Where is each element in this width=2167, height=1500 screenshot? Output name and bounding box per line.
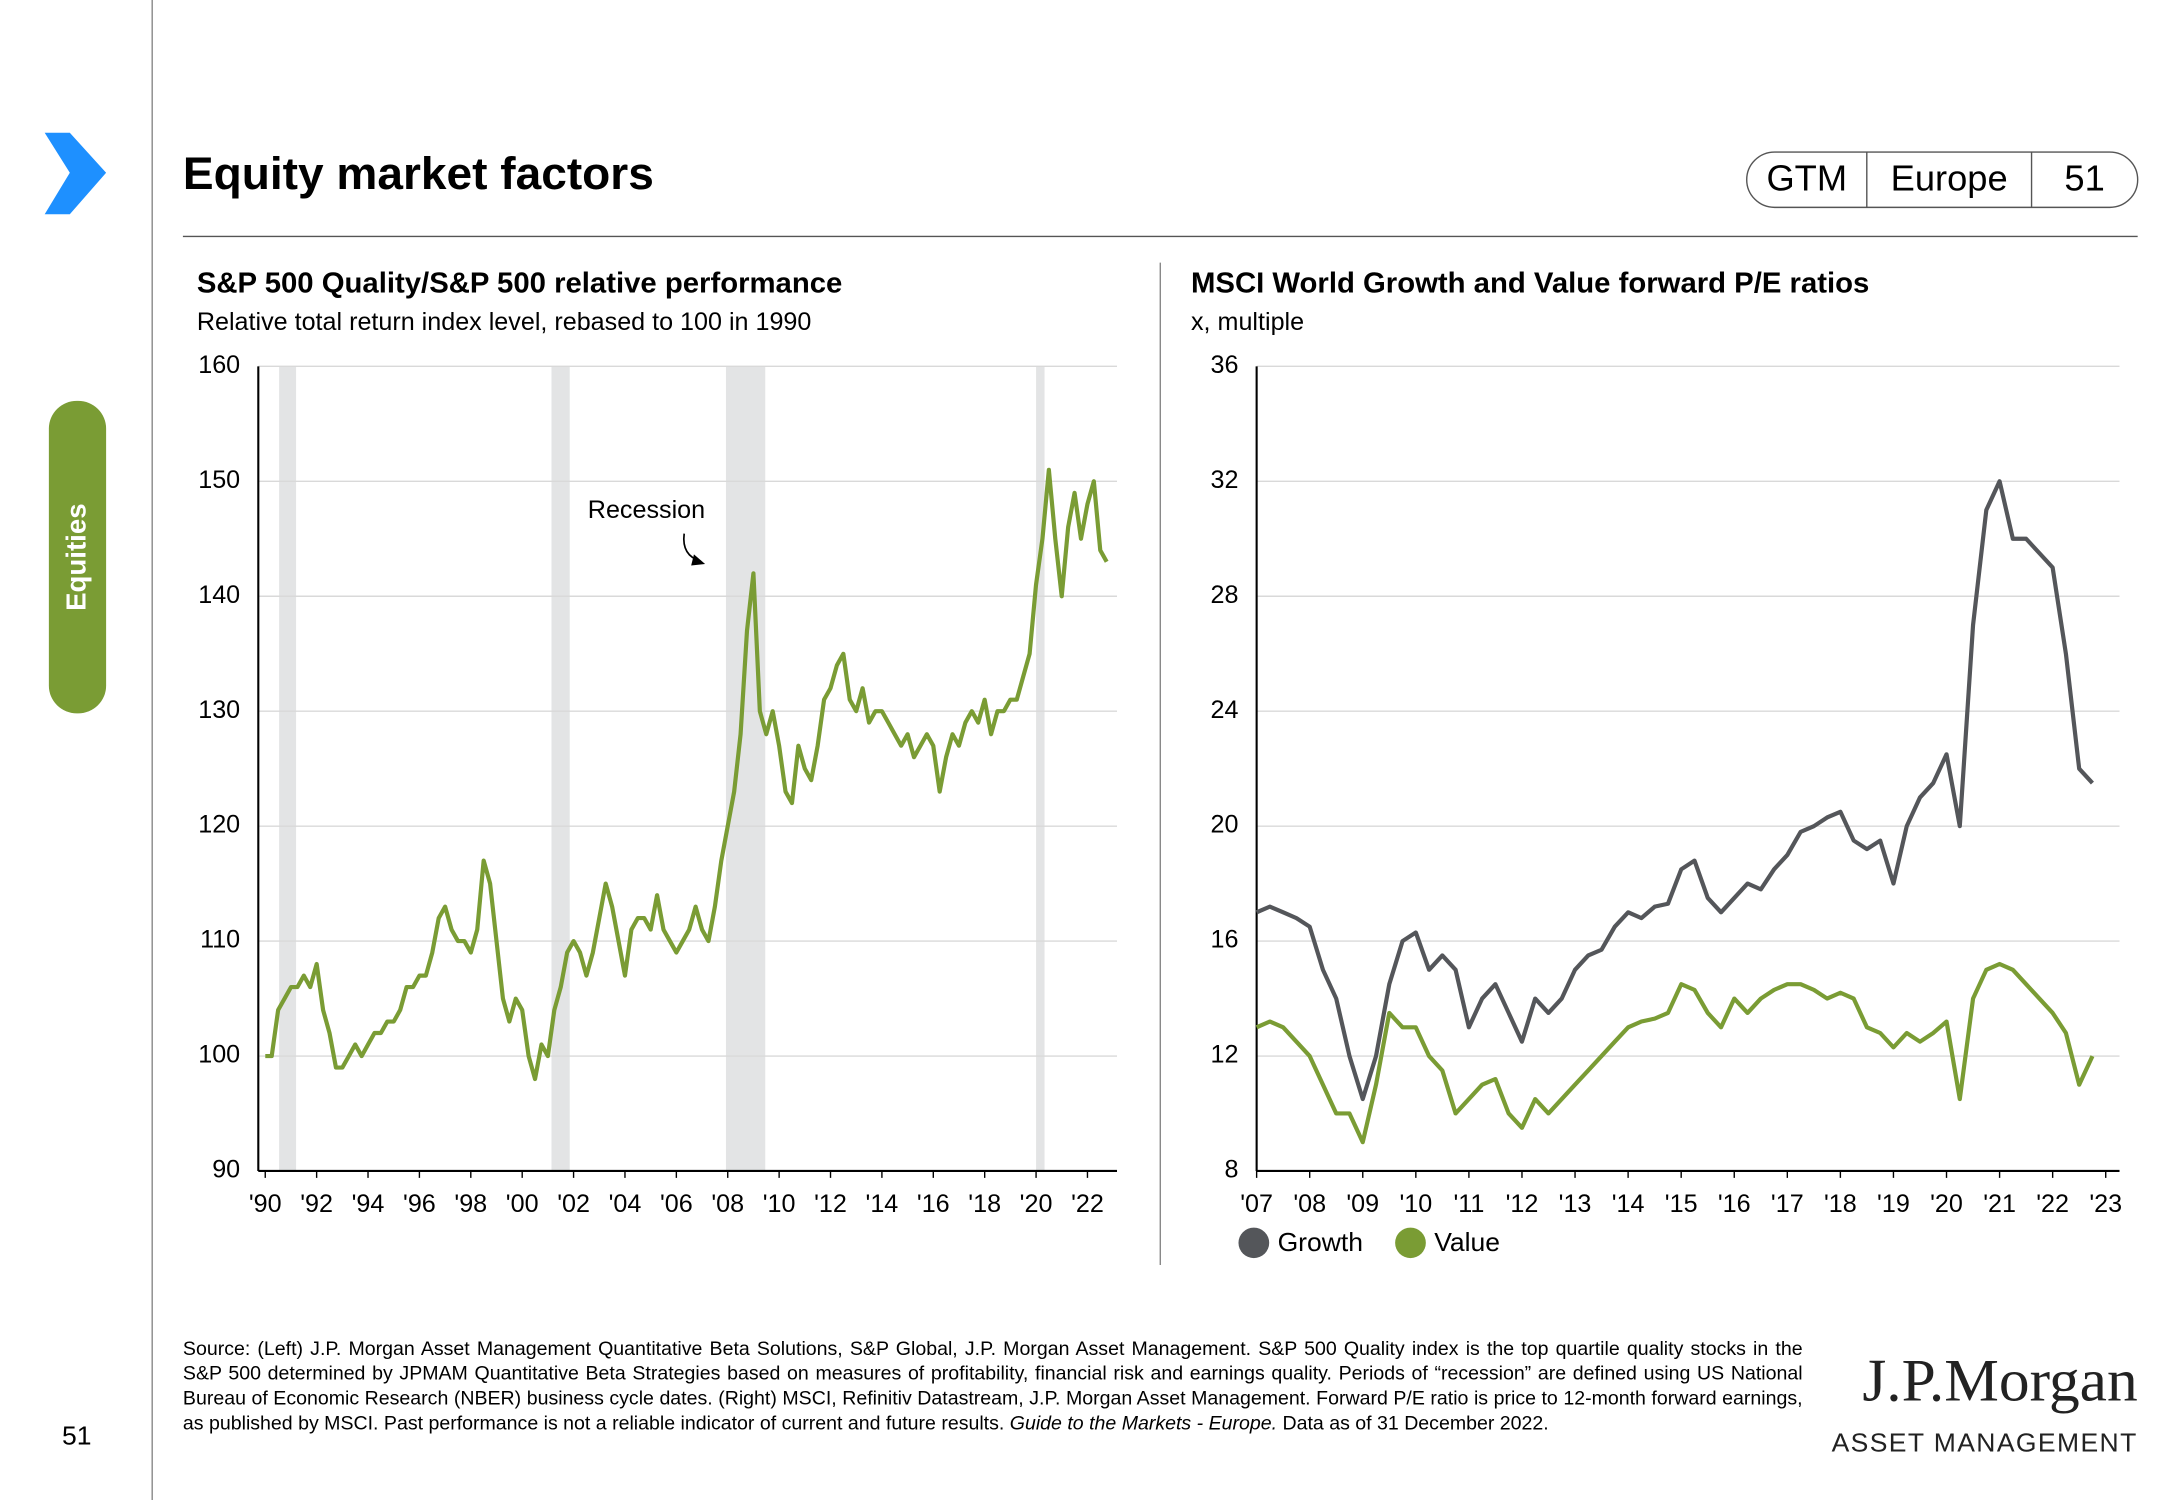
line-series [265,467,1109,1082]
x-tick-label: '10 [763,1190,796,1218]
section-pill [48,400,107,714]
x-tick-label: '08 [711,1190,744,1218]
y-tick-label: 20 [1211,811,1239,839]
legend-label: Growth [1278,1227,1363,1257]
tab: Europe [1891,158,2008,199]
source-text: Guide to the Markets - Europe. [1009,1411,1278,1434]
y-tick-label: 16 [1211,926,1239,954]
x-tick-label: '23 [2089,1190,2122,1218]
x-tick-label: '08 [1293,1190,1326,1218]
legend-label: Value [1434,1227,1500,1257]
x-tick-label: '09 [1346,1190,1379,1218]
y-tick-label: 100 [198,1041,240,1069]
y-tick-label: 150 [198,466,240,494]
x-tick-label: '13 [1559,1190,1592,1218]
legend-swatch [1395,1227,1426,1259]
x-tick-label: '17 [1771,1190,1804,1218]
x-tick-label: '16 [917,1190,950,1218]
x-tick-label: '16 [1718,1190,1751,1218]
source-note: Source: (Left) J.P. Morgan Asset Managem… [183,1335,1803,1435]
x-tick-label: '11 [1453,1190,1484,1218]
logo: J.P.Morgan [1862,1348,2137,1415]
annotation-arrow [682,533,702,563]
x-tick-label: '14 [1612,1190,1645,1218]
line-series [1255,961,2095,1145]
recession-band [551,366,570,1171]
slide-title: Equity market factors [183,148,654,199]
x-tick-label: '90 [249,1190,282,1218]
y-tick-label: 160 [198,351,240,379]
x-tick-label: '15 [1665,1190,1698,1218]
y-tick-label: 24 [1211,696,1239,724]
y-tick-label: 32 [1211,466,1239,494]
tab: GTM [1766,158,1847,199]
y-tick-label: 110 [200,926,240,954]
x-tick-label: '04 [609,1190,642,1218]
y-tick-label: 140 [198,581,240,609]
logo-subtitle: ASSET MANAGEMENT [1832,1428,2138,1458]
y-tick-label: 130 [198,696,240,724]
annotation: Recession [588,496,705,524]
y-tick-label: 8 [1225,1156,1239,1184]
page-number: 51 [62,1421,91,1451]
tab-group [1746,151,2139,209]
x-tick-label: '98 [454,1190,487,1218]
x-tick-label: '14 [866,1190,899,1218]
x-tick-label: '20 [1930,1190,1963,1218]
x-tick-label: '12 [1506,1190,1539,1218]
line-series [1255,479,2094,1102]
source-text: Data as of 31 December 2022. [1277,1411,1549,1434]
chart-subtitle: Relative total return index level, rebas… [197,308,812,336]
tab: 51 [2064,158,2104,199]
x-tick-label: '20 [1020,1190,1053,1218]
x-tick-label: '18 [1824,1190,1857,1218]
annotation-arrowhead [691,554,706,566]
x-tick-label: '92 [300,1190,333,1218]
x-tick-label: '12 [814,1190,847,1218]
x-tick-label: '19 [1877,1190,1910,1218]
chart-subtitle: x, multiple [1191,308,1304,336]
x-tick-label: '02 [557,1190,590,1218]
section-label: Equities [60,503,91,610]
x-tick-label: '21 [1983,1190,2016,1218]
y-tick-label: 36 [1211,351,1239,379]
x-tick-label: '18 [968,1190,1001,1218]
y-tick-label: 90 [212,1156,240,1184]
x-tick-label: '94 [352,1190,385,1218]
x-tick-label: '06 [660,1190,693,1218]
recession-band [725,366,766,1171]
chart-title: MSCI World Growth and Value forward P/E … [1191,268,1869,300]
legend-swatch [1238,1227,1270,1259]
x-tick-label: '10 [1399,1190,1432,1218]
x-tick-label: '22 [1071,1190,1104,1218]
y-tick-label: 28 [1211,581,1239,609]
y-tick-label: 12 [1211,1041,1239,1069]
recession-band [279,366,297,1171]
recession-band [1036,366,1045,1171]
source-text: Source: (Left) J.P. Morgan Asset Managem… [182,1336,1803,1434]
nav-chevron [44,132,107,215]
chart-title: S&P 500 Quality/S&P 500 relative perform… [197,268,842,300]
x-tick-label: '07 [1240,1190,1273,1218]
x-tick-label: '22 [2036,1190,2069,1218]
x-tick-label: '96 [403,1190,436,1218]
y-tick-label: 120 [198,811,240,839]
x-tick-label: '00 [506,1190,539,1218]
